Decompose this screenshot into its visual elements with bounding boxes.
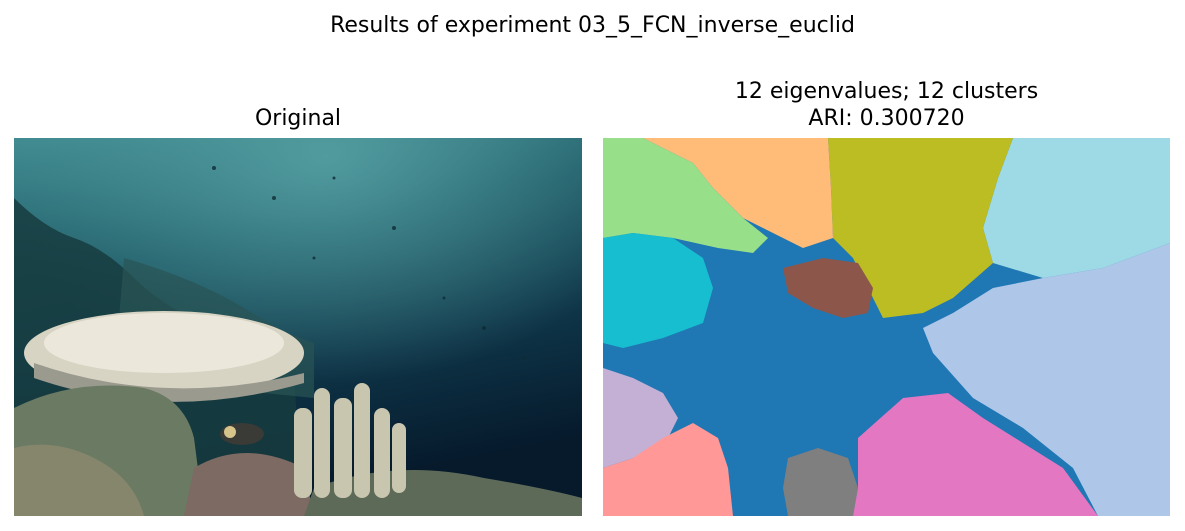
- cluster-region-10: [603, 233, 713, 348]
- cluster-region-1: [923, 243, 1170, 516]
- cluster-region-3: [603, 138, 768, 253]
- cluster-region-2: [643, 138, 833, 248]
- segmentation-panel-title: 12 eigenvalues; 12 clusters ARI: 0.30072…: [603, 78, 1170, 132]
- figure-suptitle: Results of experiment 03_5_FCN_inverse_e…: [330, 13, 855, 38]
- cluster-region-4: [603, 423, 733, 516]
- segmentation-title-line2: ARI: 0.300720: [808, 106, 965, 131]
- segmentation-title-line1: 12 eigenvalues; 12 clusters: [734, 79, 1039, 104]
- original-image: [14, 138, 582, 516]
- original-panel-title: Original: [254, 106, 342, 131]
- cluster-region-11: [983, 138, 1170, 278]
- segmentation-image: [603, 138, 1170, 516]
- cluster-region-6: [783, 258, 873, 318]
- cluster-region-8: [783, 448, 858, 516]
- cluster-region-9: [828, 138, 1013, 318]
- cluster-region-7: [853, 393, 1098, 516]
